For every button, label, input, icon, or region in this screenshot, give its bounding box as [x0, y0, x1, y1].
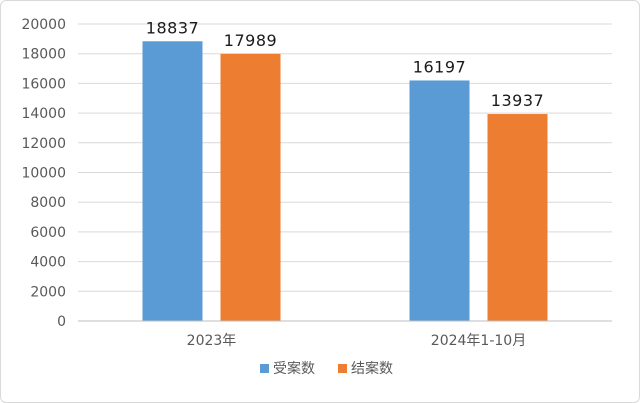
- data-label: 16197: [413, 57, 466, 76]
- data-label: 17989: [224, 31, 277, 50]
- y-tick-label: 14000: [21, 106, 66, 122]
- data-label: 18837: [146, 18, 199, 37]
- x-category-label: 2023年: [187, 333, 237, 349]
- y-tick-label: 20000: [21, 17, 66, 33]
- bar-closed: [487, 114, 548, 321]
- legend-label: 结案数: [351, 360, 393, 377]
- y-tick-label: 0: [57, 314, 66, 330]
- legend-item: 结案数: [338, 360, 393, 377]
- y-tick-label: 10000: [21, 166, 66, 182]
- legend-swatch: [338, 364, 347, 373]
- y-tick-label: 4000: [30, 255, 66, 271]
- data-label: 13937: [491, 91, 544, 110]
- legend-label: 受案数: [273, 360, 315, 377]
- bars: [142, 41, 548, 322]
- data-labels: 18837 17989 16197 13937: [146, 18, 544, 110]
- bar-received: [409, 80, 470, 321]
- y-tick-label: 6000: [30, 225, 66, 241]
- y-tick-label: 12000: [21, 136, 66, 152]
- y-tick-label: 18000: [21, 47, 66, 63]
- y-tick-label: 8000: [30, 195, 66, 211]
- legend-swatch: [260, 364, 269, 373]
- legend-item: 受案数: [260, 360, 315, 377]
- bar-closed: [220, 53, 281, 322]
- y-tick-label: 16000: [21, 76, 66, 92]
- bar-received: [142, 41, 203, 322]
- legend: 受案数 结案数: [260, 360, 393, 377]
- y-axis-tick-labels: 0 2000 4000 6000 8000 10000 12000 14000 16000 180…: [21, 17, 66, 330]
- x-axis-category-labels: 2023年 2024年1-10月: [187, 333, 527, 349]
- y-tick-label: 2000: [30, 284, 66, 300]
- x-category-label: 2024年1-10月: [431, 333, 526, 349]
